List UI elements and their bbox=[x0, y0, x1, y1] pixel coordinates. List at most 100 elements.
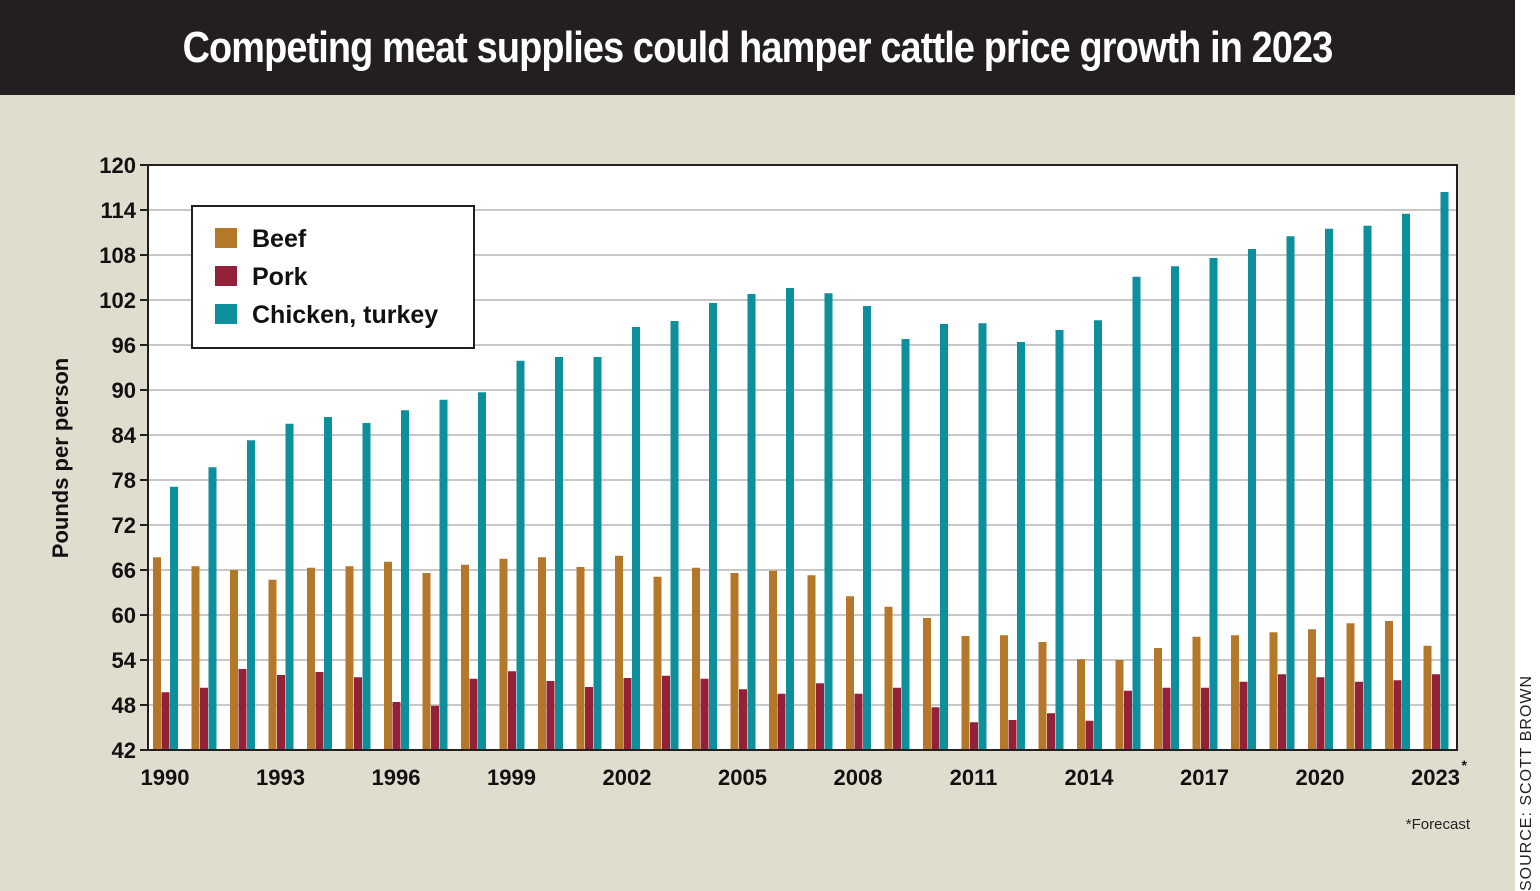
bar-beef-2010 bbox=[923, 618, 931, 750]
legend-label-2: Chicken, turkey bbox=[252, 301, 438, 329]
x-tick-label: 1996 bbox=[372, 765, 421, 790]
bar-chicken-turkey-1996 bbox=[401, 410, 409, 750]
bar-pork-2017 bbox=[1201, 687, 1209, 750]
bar-pork-2008 bbox=[854, 693, 863, 750]
y-tick-label: 84 bbox=[112, 423, 137, 448]
bar-chicken-turkey-2019 bbox=[1286, 236, 1295, 750]
x-tick-label: 1999 bbox=[487, 765, 536, 790]
bar-pork-2005 bbox=[739, 689, 747, 750]
x-tick-label: 2020 bbox=[1296, 765, 1345, 790]
bar-chicken-turkey-2008 bbox=[863, 306, 871, 750]
bar-beef-2006 bbox=[769, 570, 777, 750]
bar-pork-2009 bbox=[893, 687, 901, 750]
y-tick-label: 108 bbox=[99, 243, 136, 268]
bar-chicken-turkey-1997 bbox=[439, 399, 448, 750]
bar-chicken-turkey-2012 bbox=[1017, 342, 1025, 750]
bar-chicken-turkey-2009 bbox=[901, 339, 910, 750]
y-tick-label: 102 bbox=[99, 288, 136, 313]
bar-pork-2007 bbox=[816, 683, 824, 750]
bar-chicken-turkey-2004 bbox=[709, 303, 717, 750]
bar-beef-2000 bbox=[538, 557, 546, 750]
bar-beef-2002 bbox=[615, 555, 623, 750]
bar-chicken-turkey-2021 bbox=[1363, 225, 1372, 750]
title-bar bbox=[0, 0, 1515, 95]
bar-pork-2004 bbox=[700, 678, 709, 750]
bar-chicken-turkey-1995 bbox=[362, 423, 371, 750]
bar-chicken-turkey-1999 bbox=[516, 360, 525, 750]
bar-pork-2013 bbox=[1047, 713, 1055, 750]
bar-pork-2016 bbox=[1162, 687, 1171, 750]
x-tick-label: 2005 bbox=[718, 765, 767, 790]
bar-beef-2018 bbox=[1231, 635, 1239, 750]
bar-chicken-turkey-1992 bbox=[247, 440, 255, 750]
bar-chicken-turkey-1993 bbox=[285, 423, 294, 750]
bar-beef-2023 bbox=[1423, 645, 1432, 750]
legend-swatch-2 bbox=[215, 304, 237, 324]
y-tick-label: 120 bbox=[99, 153, 136, 178]
y-tick-label: 114 bbox=[101, 198, 137, 223]
bar-beef-2014 bbox=[1077, 659, 1085, 750]
bar-chicken-turkey-2002 bbox=[632, 327, 640, 750]
bar-chicken-turkey-2007 bbox=[824, 293, 833, 750]
bar-chicken-turkey-2015 bbox=[1132, 276, 1141, 750]
bar-beef-2001 bbox=[576, 567, 585, 750]
bar-beef-1992 bbox=[230, 570, 238, 750]
bar-pork-2021 bbox=[1355, 681, 1363, 750]
plot-border bbox=[147, 164, 1458, 751]
bar-chicken-turkey-2017 bbox=[1209, 258, 1218, 750]
legend-swatch-1 bbox=[215, 266, 237, 286]
bar-pork-2023 bbox=[1432, 674, 1440, 750]
bar-pork-1992 bbox=[238, 669, 247, 750]
bar-beef-2015 bbox=[1115, 660, 1124, 750]
bar-chicken-turkey-2011 bbox=[978, 323, 987, 750]
bar-beef-2007 bbox=[807, 575, 816, 750]
bar-beef-1990 bbox=[153, 557, 161, 750]
bar-chicken-turkey-2000 bbox=[555, 357, 563, 750]
bar-chicken-turkey-2018 bbox=[1248, 249, 1256, 750]
bar-pork-2006 bbox=[777, 693, 786, 750]
bar-pork-1991 bbox=[200, 687, 208, 750]
bar-chicken-turkey-2001 bbox=[593, 357, 602, 750]
bar-chicken-turkey-2010 bbox=[940, 324, 948, 750]
y-axis-label: Pounds per person bbox=[48, 358, 73, 558]
bar-beef-2011 bbox=[961, 636, 970, 750]
bar-pork-1997 bbox=[431, 705, 439, 750]
bar-beef-2017 bbox=[1192, 636, 1201, 750]
bar-pork-2001 bbox=[585, 687, 593, 750]
x-tick-label: 2014 bbox=[1065, 765, 1115, 790]
bar-pork-2020 bbox=[1316, 677, 1325, 750]
bar-beef-2020 bbox=[1308, 629, 1316, 750]
bar-pork-2003 bbox=[662, 675, 670, 750]
bar-chicken-turkey-2005 bbox=[747, 294, 756, 750]
y-tick-label: 54 bbox=[112, 648, 137, 673]
footnote: *Forecast bbox=[1406, 816, 1471, 833]
bar-pork-2010 bbox=[931, 707, 940, 750]
bar-chicken-turkey-2022 bbox=[1402, 213, 1410, 750]
legend-swatch-0 bbox=[215, 228, 237, 248]
y-tick-label: 78 bbox=[112, 468, 136, 493]
bar-chicken-turkey-1998 bbox=[478, 392, 486, 750]
bar-beef-1997 bbox=[422, 573, 431, 750]
bar-beef-1991 bbox=[191, 566, 200, 750]
y-tick-label: 48 bbox=[112, 693, 136, 718]
chart-title: Competing meat supplies could hamper cat… bbox=[182, 23, 1334, 72]
x-tick-label: 2008 bbox=[834, 765, 883, 790]
bar-pork-2018 bbox=[1239, 681, 1248, 750]
bar-chicken-turkey-2013 bbox=[1055, 330, 1064, 750]
legend bbox=[191, 205, 475, 349]
x-tick-label: 2002 bbox=[603, 765, 652, 790]
bar-beef-2008 bbox=[846, 596, 854, 750]
bar-chicken-turkey-2003 bbox=[670, 321, 679, 750]
bar-chicken-turkey-1990 bbox=[170, 486, 178, 750]
bar-pork-1995 bbox=[354, 677, 362, 750]
bar-beef-2012 bbox=[1000, 635, 1008, 750]
bar-chicken-turkey-2016 bbox=[1171, 266, 1179, 750]
bar-pork-1993 bbox=[277, 675, 285, 750]
bar-beef-2021 bbox=[1346, 623, 1355, 750]
bar-pork-1999 bbox=[508, 671, 516, 750]
y-tick-label: 66 bbox=[112, 558, 136, 583]
y-tick-label: 96 bbox=[112, 333, 136, 358]
x-tick-label: 2011 bbox=[950, 765, 998, 790]
y-tick-label: 90 bbox=[112, 378, 136, 403]
bar-chicken-turkey-2014 bbox=[1094, 320, 1102, 750]
